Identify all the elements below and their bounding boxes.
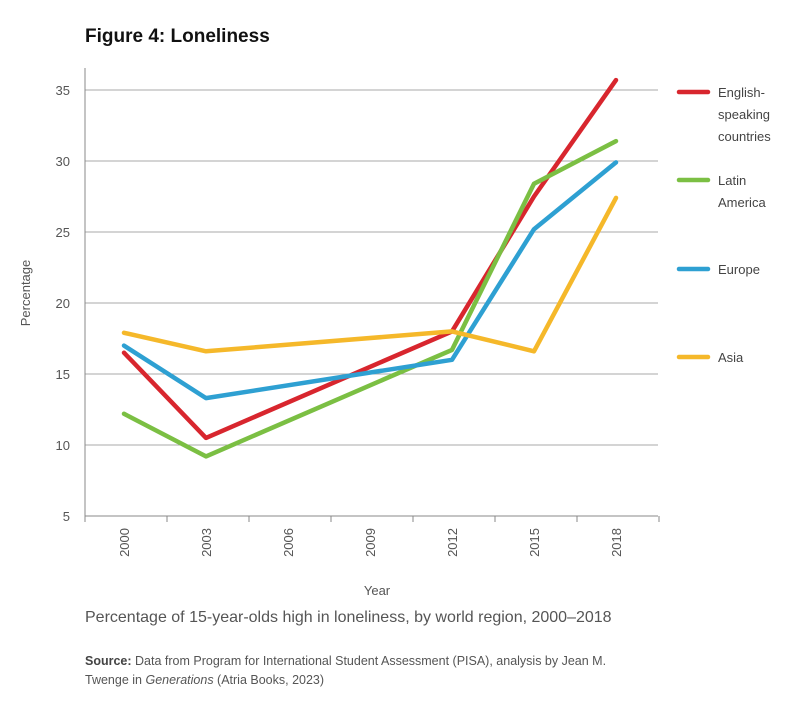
legend-label-1: America — [718, 195, 766, 210]
y-tick-label-30: 30 — [56, 154, 70, 169]
series-line-3 — [121, 195, 619, 354]
chart-title: Figure 4: Loneliness — [85, 26, 270, 47]
x-tick-label-2018: 2018 — [609, 528, 624, 557]
y-tick-label-20: 20 — [56, 296, 70, 311]
source-text: Data from Program for International Stud… — [85, 654, 607, 687]
y-tick-label-5: 5 — [63, 509, 70, 524]
axes: 5 10 15 20 25 30 35 2000 2003 2006 2009 2012 2015 201… — [18, 68, 660, 598]
series-line-1 — [121, 138, 619, 459]
y-tick-label-10: 10 — [56, 438, 70, 453]
legend: English-speaking countries Latin America Eur… — [676, 85, 771, 365]
series-line-2 — [121, 160, 619, 401]
legend-label-0: countries — [718, 129, 771, 144]
x-axis-title: Year — [364, 583, 391, 598]
y-tick-label-15: 15 — [56, 367, 70, 382]
source-label: Source: — [85, 654, 132, 668]
x-tick-label-2000: 2000 — [117, 528, 132, 557]
series-lines — [121, 77, 619, 459]
x-tick-label-2009: 2009 — [363, 528, 378, 557]
y-axis-title: Percentage — [18, 260, 33, 327]
line-chart: 5 10 15 20 25 30 35 2000 2003 2006 2009 2012 2015 201… — [18, 68, 771, 598]
legend-label-0: English- — [718, 85, 765, 100]
x-tick-label-2015: 2015 — [527, 528, 542, 557]
y-tick-label-25: 25 — [56, 225, 70, 240]
legend-label-1: Latin — [718, 173, 746, 188]
source-book-title: Generations — [145, 673, 214, 687]
y-tick-label-35: 35 — [56, 83, 70, 98]
x-tick-label-2012: 2012 — [445, 528, 460, 557]
figure-caption: Percentage of 15-year-olds high in lonel… — [85, 609, 612, 626]
x-tick-label-2003: 2003 — [199, 528, 214, 557]
x-tick-label-2006: 2006 — [281, 528, 296, 557]
legend-label-2: Europe — [718, 262, 760, 277]
legend-label-0: speaking — [718, 107, 770, 122]
legend-label-3: Asia — [718, 350, 744, 365]
source-text-end: (Atria Books, 2023) — [213, 673, 325, 687]
source-note: Source: Data from Program for Internatio… — [85, 652, 645, 690]
